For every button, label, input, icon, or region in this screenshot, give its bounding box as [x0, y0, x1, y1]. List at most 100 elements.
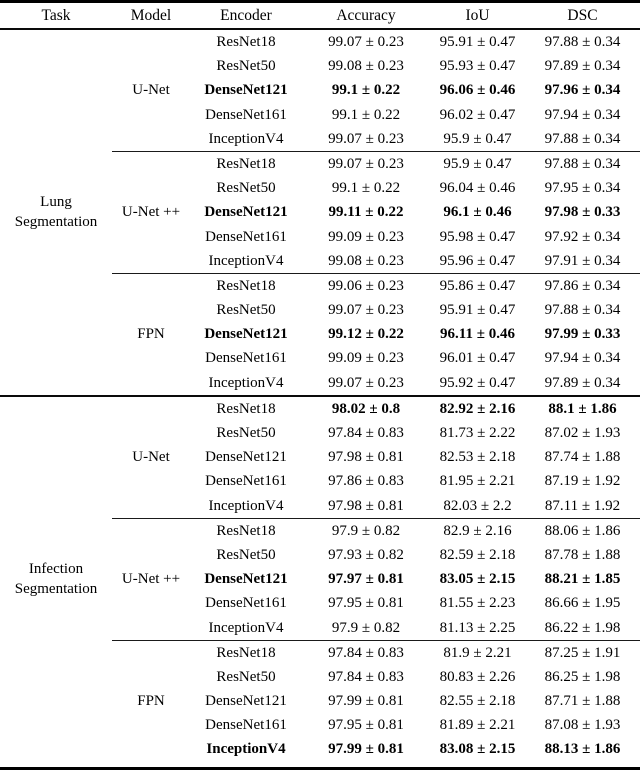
iou-cell: 95.92 ± 0.47 — [439, 374, 516, 391]
table-row: ResNet18 99.07 ± 0.23 95.91 ± 0.47 97.88 ± … — [190, 30, 640, 54]
model-label: FPN — [137, 692, 165, 709]
iou-cell: 96.06 ± 0.46 — [439, 82, 516, 99]
encoder-cell: ResNet18 — [216, 277, 276, 294]
iou-cell: 96.04 ± 0.46 — [439, 180, 516, 197]
iou-cell: 81.13 ± 2.25 — [439, 619, 516, 636]
encoder-cell: ResNet50 — [216, 180, 276, 197]
encoder-cell: ResNet18 — [216, 522, 276, 539]
accuracy-cell: 99.1 ± 0.22 — [331, 180, 401, 197]
column-header-model: Model — [130, 6, 172, 24]
accuracy-cell: 97.98 ± 0.81 — [328, 497, 404, 514]
table-row: DenseNet121 99.12 ± 0.22 96.11 ± 0.46 97.99… — [190, 322, 640, 346]
table-row: ResNet50 97.84 ± 0.83 80.83 ± 2.26 86.25 ± … — [190, 665, 640, 689]
model-label: U-Net — [132, 448, 170, 465]
encoder-cell: ResNet18 — [216, 644, 276, 661]
encoder-cell: DenseNet161 — [205, 350, 287, 367]
dsc-cell: 97.95 ± 0.34 — [544, 180, 621, 197]
task-section-lung-segmentation: Lung Segmentation U-Net ResNet18 99.07 ± … — [0, 30, 640, 397]
column-header-dsc: DSC — [567, 6, 598, 24]
table-row: ResNet18 97.84 ± 0.83 81.9 ± 2.21 87.25 ± 1… — [190, 641, 640, 665]
table-row: InceptionV4 99.07 ± 0.23 95.92 ± 0.47 97.89… — [190, 371, 640, 395]
iou-cell: 81.55 ± 2.23 — [439, 595, 516, 612]
dsc-cell: 97.86 ± 0.34 — [544, 277, 621, 294]
model-block-fpn: FPN ResNet18 97.84 ± 0.83 81.9 ± 2.21 87.25… — [112, 641, 640, 762]
table-row: DenseNet161 97.95 ± 0.81 81.55 ± 2.23 86.66… — [190, 591, 640, 615]
table-row: ResNet50 97.93 ± 0.82 82.59 ± 2.18 87.78 ± … — [190, 543, 640, 567]
dsc-cell: 97.96 ± 0.34 — [544, 82, 621, 99]
iou-cell: 82.03 ± 2.2 — [443, 497, 512, 514]
dsc-cell: 97.94 ± 0.34 — [544, 106, 621, 123]
accuracy-cell: 99.07 ± 0.23 — [328, 130, 404, 147]
encoder-cell: InceptionV4 — [206, 741, 286, 758]
accuracy-cell: 99.1 ± 0.22 — [331, 106, 401, 123]
dsc-cell: 87.02 ± 1.93 — [544, 425, 621, 441]
encoder-cell: DenseNet161 — [205, 473, 287, 490]
iou-cell: 81.73 ± 2.22 — [439, 425, 516, 441]
iou-cell: 95.9 ± 0.47 — [443, 130, 512, 147]
dsc-cell: 97.89 ± 0.34 — [544, 374, 621, 391]
table-row: ResNet50 99.07 ± 0.23 95.91 ± 0.47 97.88 ± … — [190, 298, 640, 322]
accuracy-cell: 99.06 ± 0.23 — [328, 277, 404, 294]
iou-cell: 81.89 ± 2.21 — [439, 717, 516, 734]
encoder-cell: ResNet18 — [216, 155, 276, 172]
accuracy-cell: 99.08 ± 0.23 — [328, 252, 404, 269]
encoder-cell: DenseNet121 — [204, 82, 288, 99]
dsc-cell: 87.74 ± 1.88 — [544, 449, 621, 466]
iou-cell: 80.83 ± 2.26 — [439, 668, 516, 685]
dsc-cell: 87.71 ± 1.88 — [544, 693, 621, 710]
encoder-cell: InceptionV4 — [208, 252, 284, 269]
accuracy-cell: 99.07 ± 0.23 — [328, 34, 404, 50]
table-row: DenseNet161 97.86 ± 0.83 81.95 ± 2.21 87.19… — [190, 469, 640, 493]
accuracy-cell: 97.99 ± 0.81 — [328, 693, 404, 710]
encoder-cell: DenseNet121 — [205, 693, 287, 710]
dsc-cell: 97.88 ± 0.34 — [544, 130, 621, 147]
encoder-cell: ResNet18 — [216, 34, 276, 50]
accuracy-cell: 99.09 ± 0.23 — [328, 228, 404, 245]
model-label: FPN — [137, 325, 165, 342]
model-block-unet: U-Net ResNet18 99.07 ± 0.23 95.91 ± 0.47 97… — [112, 30, 640, 152]
encoder-cell: DenseNet161 — [205, 717, 287, 734]
accuracy-cell: 97.93 ± 0.82 — [328, 546, 404, 563]
table-row: InceptionV4 99.08 ± 0.23 95.96 ± 0.47 97.91… — [190, 249, 640, 273]
dsc-cell: 97.92 ± 0.34 — [544, 228, 621, 245]
dsc-cell: 87.78 ± 1.88 — [544, 546, 621, 563]
accuracy-cell: 99.07 ± 0.23 — [328, 374, 404, 391]
dsc-cell: 97.89 ± 0.34 — [544, 58, 621, 75]
encoder-cell: ResNet50 — [216, 58, 276, 75]
encoder-cell: DenseNet121 — [204, 571, 288, 588]
column-header-task: Task — [41, 6, 71, 24]
model-block-unet-plus-plus: U-Net ++ ResNet18 99.07 ± 0.23 95.9 ± 0.47… — [112, 152, 640, 274]
iou-cell: 95.91 ± 0.47 — [439, 34, 516, 50]
iou-cell: 95.91 ± 0.47 — [439, 302, 516, 319]
accuracy-cell: 99.07 ± 0.23 — [328, 155, 404, 172]
table-row: DenseNet121 97.99 ± 0.81 82.55 ± 2.18 87.71… — [190, 689, 640, 713]
encoder-cell: DenseNet161 — [205, 106, 287, 123]
dsc-cell: 97.91 ± 0.34 — [544, 252, 621, 269]
table-header: Task Model Encoder Accuracy IoU DSC — [0, 3, 640, 30]
model-block-fpn: FPN ResNet18 99.06 ± 0.23 95.86 ± 0.47 97.8… — [112, 274, 640, 395]
dsc-cell: 97.88 ± 0.34 — [544, 155, 621, 172]
dsc-cell: 86.22 ± 1.98 — [544, 619, 621, 636]
accuracy-cell: 97.95 ± 0.81 — [328, 717, 404, 734]
encoder-cell: DenseNet121 — [204, 326, 288, 343]
column-header-iou: IoU — [465, 6, 490, 24]
encoder-cell: InceptionV4 — [208, 619, 284, 636]
iou-cell: 95.9 ± 0.47 — [443, 155, 512, 172]
table-row: ResNet50 97.84 ± 0.83 81.73 ± 2.22 87.02 ± … — [190, 421, 640, 445]
iou-cell: 95.86 ± 0.47 — [439, 277, 516, 294]
accuracy-cell: 97.95 ± 0.81 — [328, 595, 404, 612]
task-label: Infection Segmentation — [14, 560, 98, 598]
iou-cell: 82.59 ± 2.18 — [439, 546, 516, 563]
encoder-cell: DenseNet121 — [205, 449, 287, 466]
iou-cell: 95.96 ± 0.47 — [439, 252, 516, 269]
encoder-cell: InceptionV4 — [208, 374, 284, 391]
iou-cell: 96.01 ± 0.47 — [439, 350, 516, 367]
table-row: DenseNet161 99.09 ± 0.23 95.98 ± 0.47 97.92… — [190, 225, 640, 249]
dsc-cell: 88.06 ± 1.86 — [544, 522, 621, 539]
task-section-infection-segmentation: Infection Segmentation U-Net ResNet18 98.… — [0, 397, 640, 762]
table-row: InceptionV4 97.9 ± 0.82 81.13 ± 2.25 86.22 … — [190, 616, 640, 640]
iou-cell: 83.05 ± 2.15 — [439, 571, 516, 588]
accuracy-cell: 97.99 ± 0.81 — [328, 741, 404, 758]
accuracy-cell: 97.97 ± 0.81 — [328, 571, 404, 588]
